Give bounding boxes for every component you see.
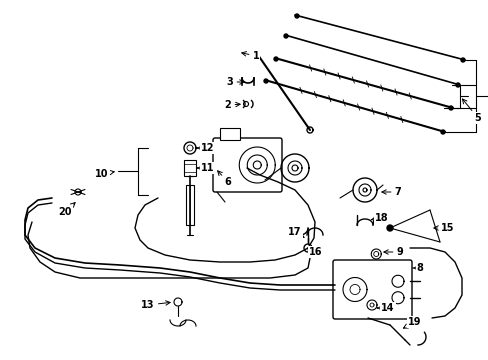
Polygon shape (455, 83, 459, 87)
Polygon shape (448, 106, 452, 110)
Polygon shape (264, 79, 267, 83)
Polygon shape (273, 57, 278, 61)
Text: 15: 15 (433, 223, 454, 233)
Text: 19: 19 (403, 317, 421, 328)
Text: 1: 1 (241, 51, 259, 61)
Bar (185, 185, 194, 225)
Bar (220, 128, 240, 140)
Text: 5: 5 (462, 99, 480, 123)
Text: 4: 4 (0, 359, 1, 360)
Text: 13: 13 (141, 300, 170, 310)
Text: 7: 7 (381, 187, 401, 197)
Text: 17: 17 (287, 227, 304, 238)
Text: 12: 12 (197, 143, 214, 153)
Text: 8: 8 (412, 263, 423, 273)
Text: 9: 9 (383, 247, 403, 257)
Text: 11: 11 (197, 163, 214, 173)
Text: 16: 16 (308, 247, 322, 257)
Text: 10: 10 (95, 169, 114, 179)
Text: 18: 18 (370, 213, 388, 223)
Text: 2: 2 (224, 100, 240, 110)
Polygon shape (386, 225, 392, 231)
FancyBboxPatch shape (213, 138, 282, 192)
Text: 20: 20 (58, 203, 75, 217)
Text: 3: 3 (226, 77, 244, 87)
Text: 14: 14 (377, 303, 394, 313)
Polygon shape (440, 130, 444, 134)
Polygon shape (284, 34, 287, 38)
FancyBboxPatch shape (332, 260, 411, 319)
Polygon shape (294, 14, 298, 18)
Bar (183, 160, 196, 176)
Text: 6: 6 (217, 171, 231, 187)
Polygon shape (460, 58, 464, 62)
